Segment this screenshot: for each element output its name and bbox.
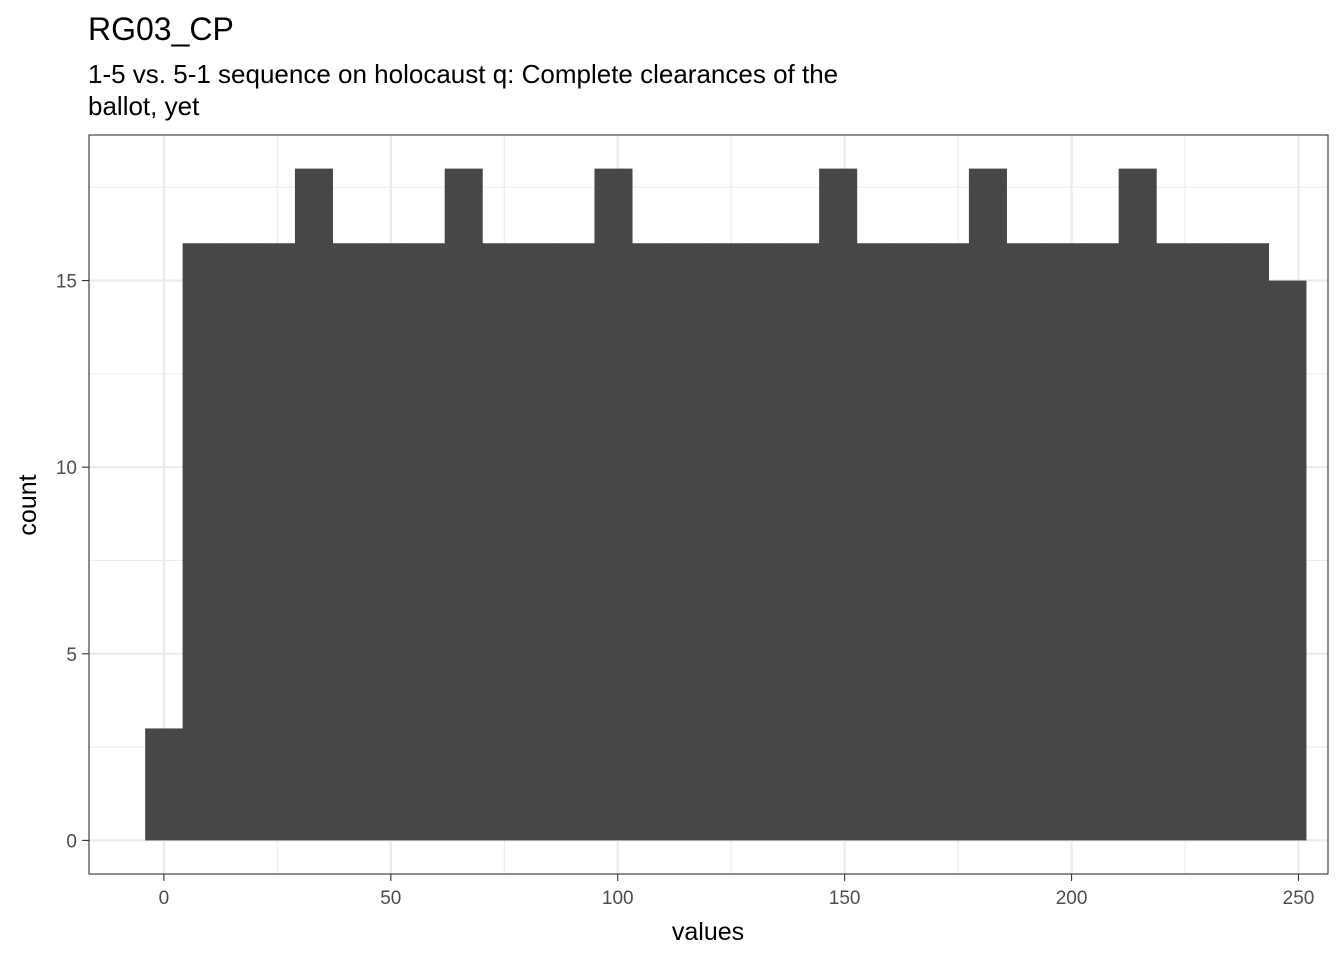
histogram-bar <box>482 243 521 841</box>
y-axis-ticks: 0 5 10 15 <box>56 272 89 852</box>
histogram-bar <box>968 168 1007 841</box>
histogram-bar <box>706 243 745 841</box>
histogram-bar <box>145 728 184 841</box>
chart-subtitle-line-2: ballot, yet <box>88 91 200 121</box>
histogram-bar <box>744 243 783 841</box>
x-axis-ticks: 0 50 100 150 200 250 <box>159 874 1315 909</box>
histogram-bar <box>182 243 221 841</box>
histogram-bar <box>669 243 708 841</box>
y-tick-label: 0 <box>66 831 77 852</box>
x-tick-label: 250 <box>1283 888 1315 909</box>
histogram-bar <box>1118 168 1157 841</box>
histogram-bar <box>894 243 933 841</box>
histogram-bar <box>332 243 371 841</box>
histogram-bar <box>257 243 296 841</box>
x-tick-label: 150 <box>829 888 861 909</box>
histogram-bar <box>1193 243 1232 841</box>
histogram-bar <box>1081 243 1120 841</box>
panel-border <box>88 134 1329 875</box>
histogram-bar <box>1006 243 1045 841</box>
bars <box>145 168 1307 841</box>
histogram-bar <box>369 243 408 841</box>
histogram-bar <box>819 168 858 841</box>
x-axis-title: values <box>672 918 744 946</box>
y-tick-label: 15 <box>56 272 77 293</box>
chart-subtitle-line-1: 1-5 vs. 5-1 sequence on holocaust q: Com… <box>88 59 838 89</box>
histogram-bar <box>781 243 820 841</box>
histogram-bar <box>631 243 670 841</box>
histogram-bar <box>1230 243 1270 841</box>
x-tick-label: 100 <box>602 888 634 909</box>
histogram-bar <box>1156 243 1195 841</box>
histogram-bar <box>294 168 333 841</box>
x-tick-label: 50 <box>380 888 401 909</box>
histogram-bar <box>407 243 446 841</box>
x-tick-label: 200 <box>1056 888 1088 909</box>
histogram-bar <box>856 243 895 841</box>
histogram-bar <box>519 243 558 841</box>
histogram-bar <box>594 168 633 841</box>
histogram-bar <box>1268 280 1307 841</box>
chart-title: RG03_CP <box>88 11 234 47</box>
y-tick-label: 5 <box>66 645 77 666</box>
y-tick-label: 10 <box>56 458 77 479</box>
histogram-bar <box>444 168 483 841</box>
histogram-bar <box>1043 243 1082 841</box>
histogram-bar <box>931 243 970 841</box>
x-tick-label: 0 <box>159 888 170 909</box>
histogram-bar <box>220 243 259 841</box>
histogram-bar <box>557 243 596 841</box>
y-axis-title: count <box>14 474 42 535</box>
